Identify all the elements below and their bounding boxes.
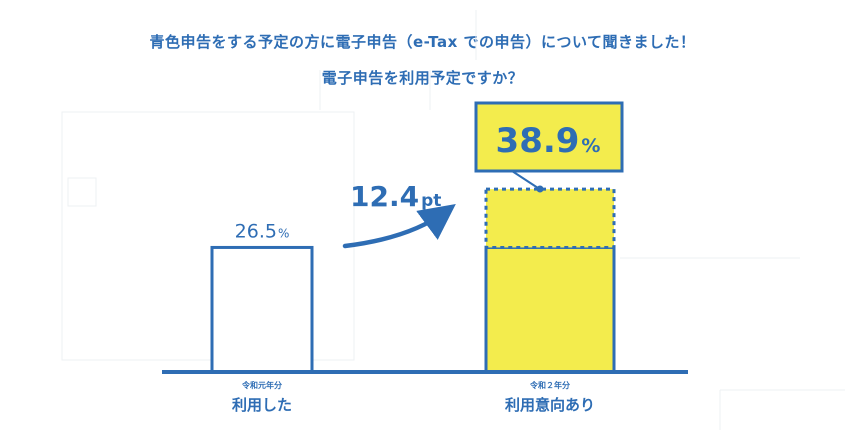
change-unit: pt — [421, 191, 441, 211]
value-label-bar2-number: 38.9 — [496, 121, 580, 161]
callout-box — [474, 101, 624, 173]
bar-reiwa-2nen — [484, 245, 616, 374]
value-label-bar1-number: 26.5 — [235, 220, 277, 242]
bar-reiwa-gannen — [210, 245, 314, 374]
category-label-1: 利用した — [232, 396, 292, 414]
category-sublabel-2: 令和２年分 — [529, 380, 570, 390]
title-post: について聞きました！ — [540, 33, 696, 51]
callout-dot — [536, 185, 544, 193]
value-label-bar2: 38.9% — [496, 121, 601, 161]
callout-pointer — [511, 170, 539, 189]
category-sublabel-1: 令和元年分 — [241, 380, 282, 390]
value-label-bar1: 26.5% — [235, 220, 290, 242]
bar-increase-segment — [484, 187, 616, 249]
title-pre: 青色申告をする予定の方に — [149, 33, 336, 51]
title-bold: 電子申告（e-Tax での申告） — [335, 33, 541, 51]
change-label: 12.4 pt — [350, 180, 441, 213]
category-label-2: 利用意向あり — [505, 396, 595, 414]
chart-title: 青色申告をする予定の方に電子申告（e-Tax での申告）について聞きました！ — [0, 31, 845, 52]
chart-subtitle: 電子申告を利用予定ですか？ — [321, 69, 524, 87]
background-grid — [61, 10, 845, 430]
value-label-bar1-unit: % — [278, 226, 289, 240]
increase-arrow — [342, 203, 456, 249]
change-number: 12.4 — [350, 180, 419, 213]
value-label-bar2-unit: % — [581, 135, 600, 157]
